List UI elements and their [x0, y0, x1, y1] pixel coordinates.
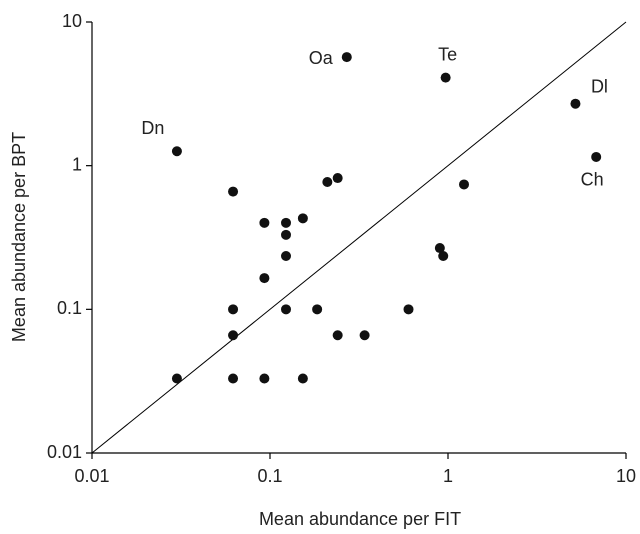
point: [281, 229, 292, 240]
point: [281, 217, 292, 228]
point: [438, 251, 449, 262]
point-label: Oa: [309, 48, 334, 68]
point: [259, 273, 270, 284]
point: [228, 186, 239, 197]
point: [228, 304, 239, 315]
point: [259, 373, 270, 384]
point-label: Te: [438, 44, 457, 64]
point: [228, 373, 239, 384]
point: [322, 176, 333, 187]
point: [403, 304, 414, 315]
point-label: Dl: [591, 76, 608, 96]
point-label: Ch: [581, 170, 604, 190]
point: [341, 52, 352, 63]
x-tick-label: 10: [616, 466, 636, 486]
x-axis-label: Mean abundance per FIT: [259, 509, 461, 529]
point: [434, 243, 445, 254]
point: [297, 213, 308, 224]
point: [297, 373, 308, 384]
point: [332, 330, 343, 341]
point: [359, 330, 370, 341]
x-tick-label: 1: [443, 466, 453, 486]
y-tick-label: 0.01: [47, 442, 82, 462]
point: [281, 304, 292, 315]
y-tick-label: 1: [72, 154, 82, 174]
y-tick-label: 10: [62, 11, 82, 31]
point: [171, 146, 182, 157]
point: [171, 373, 182, 384]
point: [281, 251, 292, 262]
point: [312, 304, 323, 315]
point: [440, 72, 451, 83]
point: [332, 173, 343, 184]
x-tick-label: 0.1: [257, 466, 282, 486]
x-tick-label: 0.01: [74, 466, 109, 486]
point-label: Dn: [141, 118, 164, 138]
point: [591, 151, 602, 162]
point: [570, 98, 581, 109]
point: [459, 179, 470, 190]
point: [259, 217, 270, 228]
y-tick-label: 0.1: [57, 298, 82, 318]
point: [228, 330, 239, 341]
y-axis-label: Mean abundance per BPT: [9, 132, 29, 342]
reference-line: [91, 21, 627, 454]
